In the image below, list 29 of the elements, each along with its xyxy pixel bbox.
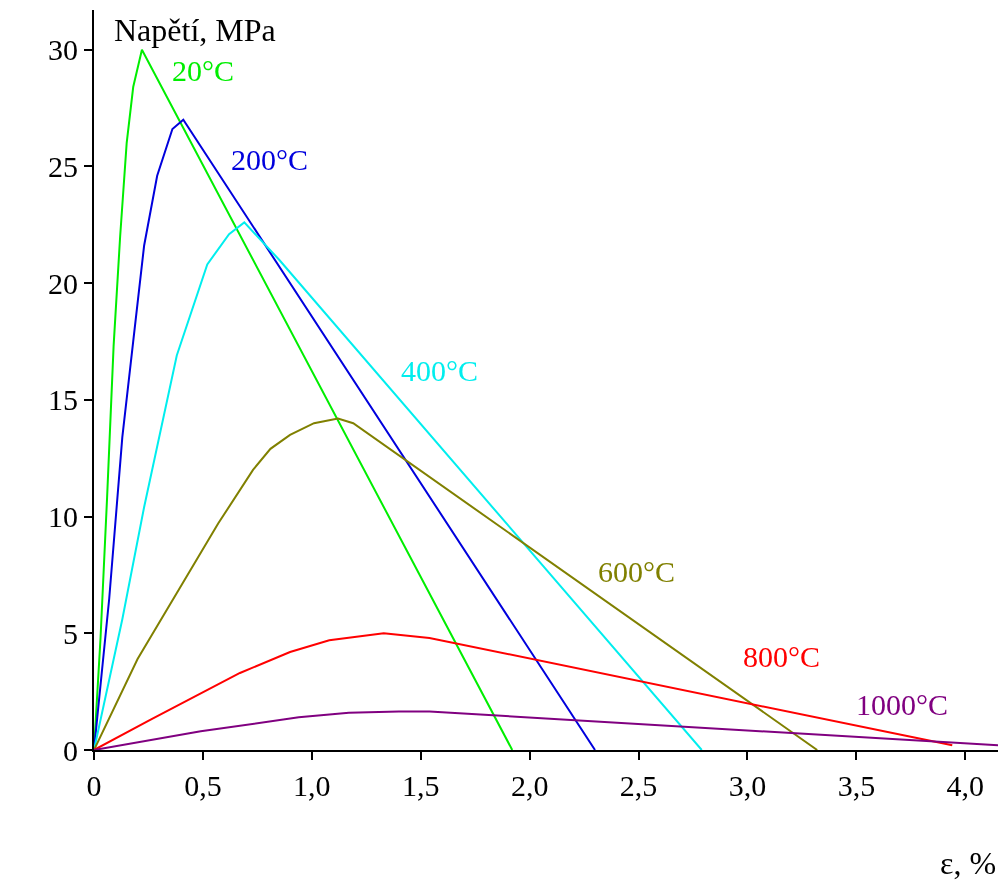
y-tick-label: 0 [63,733,78,767]
series-label: 600°C [598,555,676,588]
line-series [94,632,954,750]
y-tick-label: 25 [48,149,78,183]
series-label: 200°C [231,143,309,176]
x-tick-label: 3,5 [837,769,876,802]
x-axis-title: ε, % [940,845,997,881]
x-tick-label: 0,5 [184,769,222,802]
y-tick-label: 10 [48,500,78,534]
y-tick-label: 15 [48,383,78,417]
series-label: 20°C [172,54,235,87]
y-tick-label: 5 [63,616,78,650]
y-tick-label: 30 [48,33,78,67]
x-tick-label: 1,0 [293,769,331,802]
y-tick-label: 20 [48,266,78,300]
series-label: 400°C [401,354,479,387]
series-label: 800°C [743,640,821,673]
line-series [94,221,703,750]
x-tick-label: 1,5 [402,769,440,802]
x-tick-label: 3,0 [728,769,767,802]
line-series [94,48,514,750]
line-series [94,118,597,750]
x-tick-label: 2,5 [619,769,658,802]
x-tick-label: 4,0 [946,769,985,802]
y-axis-title: Napětí, MPa [114,12,276,48]
x-tick-label: 2,0 [510,769,549,802]
line-series [94,417,819,750]
x-tick-label: 0 [86,769,102,802]
series-label: 1000°C [856,688,949,721]
